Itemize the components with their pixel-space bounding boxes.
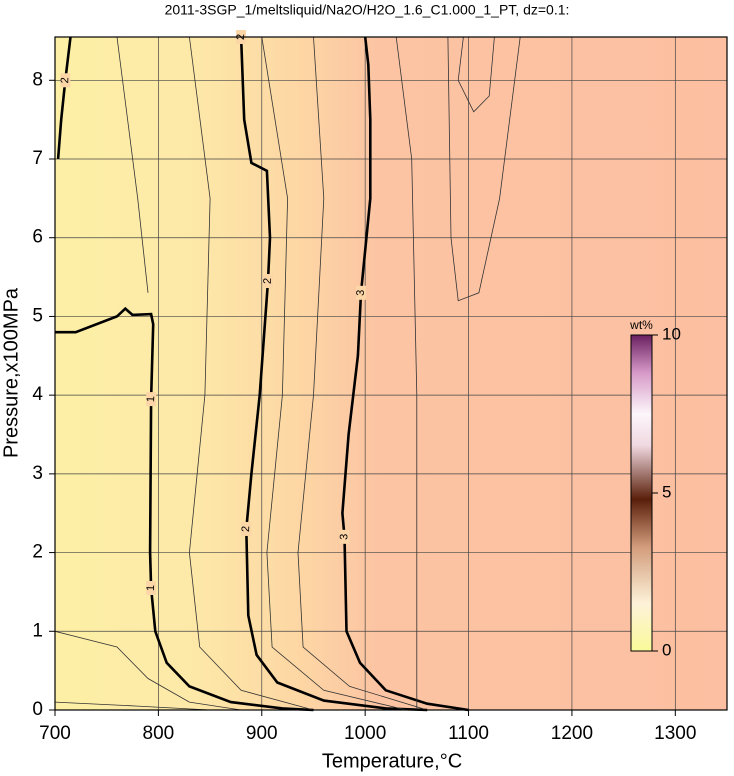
x-tick-label: 900: [246, 723, 278, 744]
contour-label: 1: [145, 396, 157, 403]
contour-line: [54, 701, 211, 711]
contour-line: [447, 36, 521, 302]
colorbar-label: wt%: [629, 318, 653, 332]
contour-label: 2: [59, 77, 71, 84]
contour-label-bg: [262, 274, 273, 289]
x-tick-label: 1000: [344, 723, 386, 744]
y-tick-label: 6: [32, 227, 43, 248]
colorbar-tick-label: 5: [662, 482, 671, 501]
x-axis-label: Temperature,°C: [322, 750, 462, 772]
contour-line: [457, 36, 495, 113]
y-tick-label: 1: [32, 620, 43, 641]
y-axis-label: Pressure,x100MPa: [0, 287, 22, 458]
x-tick-label: 800: [143, 723, 175, 744]
contour-line: [395, 36, 418, 710]
contour-label: 3: [355, 290, 367, 297]
y-tick-label: 3: [32, 463, 43, 484]
x-tick-label: 1100: [448, 723, 489, 744]
colorbar: [630, 334, 653, 652]
y-tick-label: 2: [32, 542, 43, 563]
x-tick-label: 1300: [654, 723, 696, 744]
colorbar-tick-label: 0: [662, 640, 671, 659]
contour-line-major: [56, 36, 428, 712]
chart-title: 2011-3SGP_1/meltsliquid/Na2O/H2O_1.6_C1.…: [165, 2, 570, 18]
contour-line: [116, 36, 149, 293]
contour-label: 3: [338, 534, 350, 541]
contour-line-major: [55, 306, 314, 712]
contour-line: [261, 36, 407, 711]
colorbar-tick-label: 10: [662, 324, 681, 343]
contour-label-bg: [60, 73, 71, 88]
y-tick-label: 4: [32, 384, 43, 405]
contour-label: 2: [240, 526, 252, 533]
x-tick-label: 700: [39, 723, 71, 744]
plot-frame: [54, 36, 728, 711]
contour-line: [54, 630, 242, 711]
contour-label: 1: [145, 585, 157, 592]
contour-label: 2: [262, 278, 274, 285]
contour-label-bg: [339, 529, 350, 544]
y-tick-label: 7: [32, 148, 43, 169]
contour-label-bg: [356, 285, 367, 300]
contour-line-major: [341, 36, 469, 712]
x-tick-label: 1200: [551, 723, 593, 744]
plot-background: [55, 37, 727, 710]
y-tick-label: 5: [32, 305, 43, 326]
contour-label-bg: [241, 521, 252, 536]
contour-label-bg: [146, 580, 157, 595]
y-tick-label: 8: [32, 69, 43, 90]
contour-line: [297, 36, 428, 711]
contour-line: [188, 36, 314, 711]
contour-label-bg: [146, 392, 157, 407]
y-tick-label: 0: [32, 699, 43, 720]
